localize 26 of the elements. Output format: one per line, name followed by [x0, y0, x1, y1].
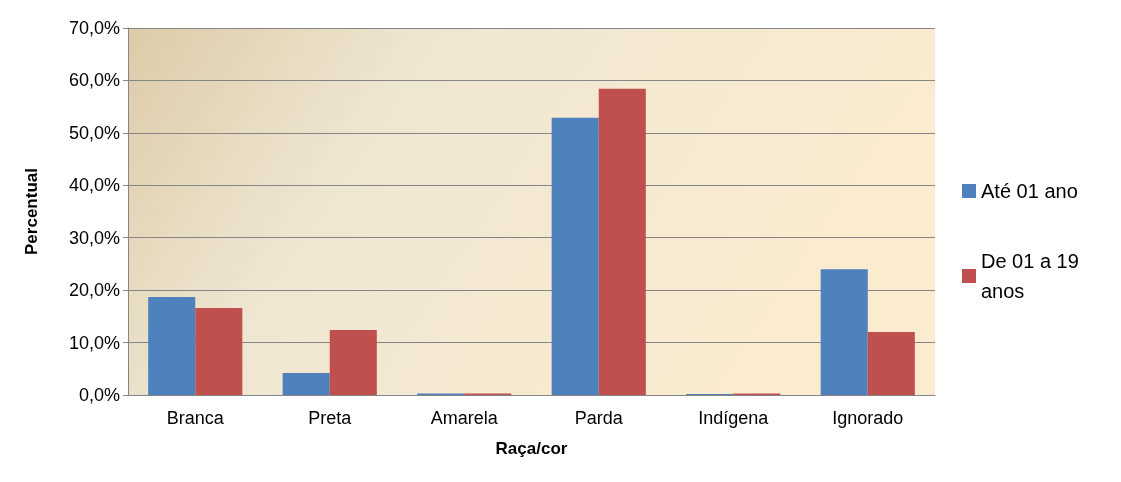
y-tick-label: 30,0% — [68, 227, 120, 248]
bar — [598, 88, 646, 395]
y-tick-label: 0,0% — [78, 385, 120, 405]
legend-label: Até 01 ano — [981, 180, 1078, 202]
y-tick-label: 10,0% — [68, 332, 120, 353]
x-tick-label: Branca — [166, 408, 225, 428]
y-tick-label: 40,0% — [68, 175, 120, 196]
bar — [148, 296, 196, 395]
x-tick-label: Parda — [574, 408, 624, 428]
y-tick-label: 50,0% — [68, 122, 120, 143]
legend-label: De 01 a 19 anos — [981, 250, 1085, 302]
x-tick-label: Preta — [308, 408, 353, 428]
x-tick-label: Indígena — [698, 408, 770, 428]
bar — [282, 372, 330, 395]
bar — [195, 307, 243, 395]
x-axis-title: Raça/cor — [495, 439, 568, 458]
bar — [820, 269, 868, 395]
bar — [867, 332, 915, 395]
y-tick-label: 70,0% — [68, 18, 120, 38]
y-tick-label: 20,0% — [68, 280, 120, 301]
y-axis-title: Percentual — [22, 168, 41, 255]
bar — [551, 117, 599, 395]
x-tick-label: Ignorado — [832, 408, 904, 428]
y-tick-label: 60,0% — [68, 70, 120, 91]
x-tick-label: Amarela — [430, 408, 499, 428]
bar — [329, 329, 377, 395]
